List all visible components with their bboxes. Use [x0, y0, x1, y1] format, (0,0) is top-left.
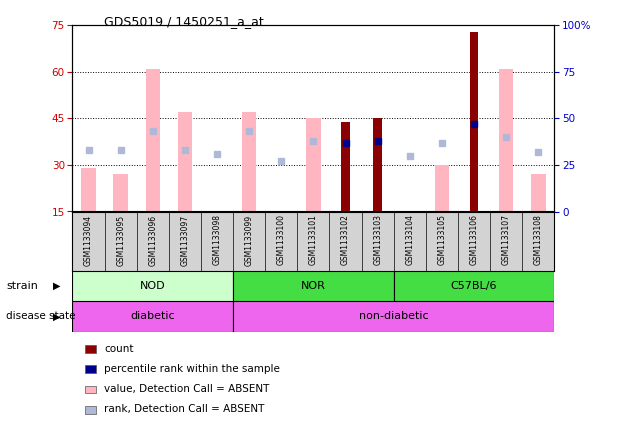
- Text: GSM1133106: GSM1133106: [469, 214, 479, 266]
- Text: ▶: ▶: [53, 281, 60, 291]
- Bar: [72, 301, 233, 332]
- Text: GSM1133096: GSM1133096: [148, 214, 158, 266]
- Text: GSM1133108: GSM1133108: [534, 214, 543, 265]
- Text: GSM1133097: GSM1133097: [180, 214, 190, 266]
- Text: GSM1133102: GSM1133102: [341, 214, 350, 265]
- Bar: [178, 112, 192, 212]
- Text: NOD: NOD: [140, 281, 166, 291]
- Text: non-diabetic: non-diabetic: [359, 311, 428, 321]
- Text: count: count: [104, 343, 134, 354]
- Text: ▶: ▶: [53, 311, 60, 321]
- Bar: [242, 112, 256, 212]
- Bar: [394, 271, 554, 301]
- Text: GSM1133099: GSM1133099: [244, 214, 254, 266]
- Text: disease state: disease state: [6, 311, 76, 321]
- Text: GSM1133095: GSM1133095: [116, 214, 125, 266]
- Bar: [470, 32, 478, 212]
- Text: GDS5019 / 1450251_a_at: GDS5019 / 1450251_a_at: [104, 15, 264, 28]
- Text: GSM1133101: GSM1133101: [309, 214, 318, 265]
- Bar: [113, 174, 128, 212]
- Text: value, Detection Call = ABSENT: value, Detection Call = ABSENT: [104, 384, 270, 394]
- Text: strain: strain: [6, 281, 38, 291]
- Text: GSM1133107: GSM1133107: [501, 214, 511, 266]
- Bar: [233, 301, 554, 332]
- Text: GSM1133104: GSM1133104: [405, 214, 415, 266]
- Bar: [341, 121, 350, 212]
- Text: GSM1133103: GSM1133103: [373, 214, 382, 266]
- Text: GSM1133105: GSM1133105: [437, 214, 447, 266]
- Bar: [531, 174, 546, 212]
- Bar: [306, 118, 321, 212]
- Bar: [233, 271, 394, 301]
- Bar: [435, 165, 449, 212]
- Text: percentile rank within the sample: percentile rank within the sample: [104, 364, 280, 374]
- Bar: [146, 69, 160, 212]
- Bar: [81, 168, 96, 212]
- Text: GSM1133098: GSM1133098: [212, 214, 222, 266]
- Text: GSM1133100: GSM1133100: [277, 214, 286, 266]
- Text: C57BL/6: C57BL/6: [451, 281, 497, 291]
- Bar: [499, 69, 513, 212]
- Text: rank, Detection Call = ABSENT: rank, Detection Call = ABSENT: [104, 404, 265, 415]
- Text: NOR: NOR: [301, 281, 326, 291]
- Text: GSM1133094: GSM1133094: [84, 214, 93, 266]
- Text: diabetic: diabetic: [130, 311, 175, 321]
- Bar: [72, 271, 233, 301]
- Bar: [374, 118, 382, 212]
